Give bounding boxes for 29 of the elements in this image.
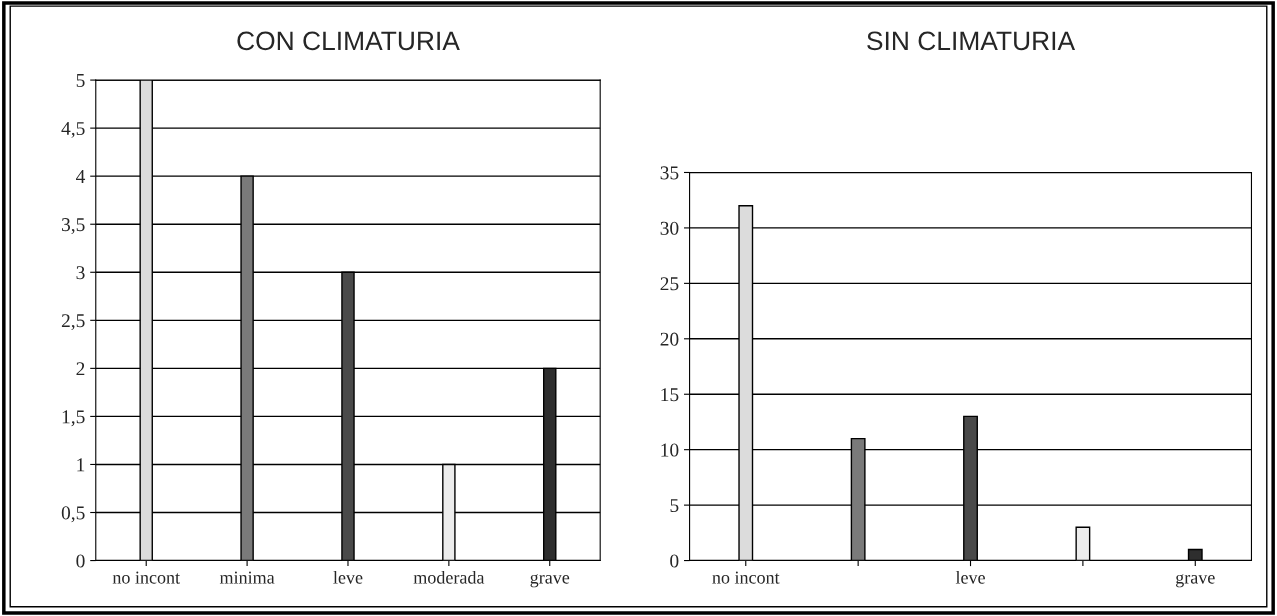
- y-tick-label: 3: [76, 266, 85, 280]
- y-tick-label: 0: [76, 554, 85, 568]
- y-tick-label: 5: [76, 74, 85, 88]
- y-tick-label: 25: [660, 277, 679, 291]
- x-tick-label: leve: [955, 570, 985, 584]
- chart-title: SIN CLIMATURIA: [867, 31, 1076, 51]
- x-tick-label: leve: [333, 570, 363, 584]
- x-tick-label: minima: [219, 571, 275, 584]
- y-tick-label: 2,5: [61, 314, 85, 331]
- chart-title: CON CLIMATURIA: [237, 31, 460, 51]
- y-tick-label: 30: [660, 221, 679, 235]
- x-tick-label: grave: [1176, 574, 1215, 588]
- y-tick-label: 3,5: [61, 218, 85, 234]
- x-tick-label: moderada: [413, 570, 485, 584]
- y-tick-label: 1: [77, 458, 85, 472]
- x-tick-label: grave: [530, 574, 570, 588]
- y-tick-label: 2: [76, 362, 85, 376]
- y-tick-label: 1,5: [62, 410, 85, 427]
- x-tick-label: no incont: [712, 571, 780, 584]
- y-tick-label: 5: [670, 499, 679, 513]
- y-tick-label: 0,5: [61, 506, 85, 523]
- y-tick-label: 10: [661, 443, 679, 457]
- y-tick-label: 15: [661, 388, 679, 402]
- y-tick-label: 35: [660, 166, 679, 180]
- y-tick-label: 20: [660, 332, 679, 346]
- y-tick-label: 0: [670, 554, 679, 568]
- y-tick-label: 4: [76, 170, 86, 183]
- y-tick-label: 4,5: [61, 122, 85, 138]
- x-tick-label: no incont: [112, 571, 180, 584]
